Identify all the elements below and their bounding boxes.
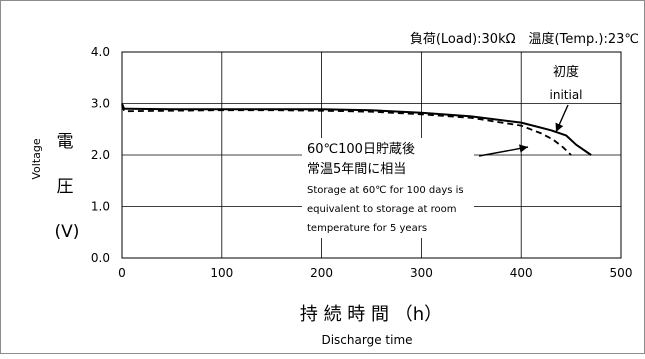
x-axis-label-jp: 持 続 時 間 （h） <box>300 304 442 325</box>
test-conditions: 負荷(Load):30kΩ 温度(Temp.):23℃ <box>410 31 639 47</box>
x-tick-label: 400 <box>510 266 533 280</box>
x-axis-label-en: Discharge time <box>321 333 412 347</box>
y-tick-label: 2.0 <box>91 148 110 162</box>
annotation-storage-jp-1: 60℃100日貯蔵後 <box>307 142 415 157</box>
y-axis-label-en: Voltage <box>30 138 43 179</box>
y-axis-label-jp-1: 電 <box>57 132 74 152</box>
y-tick-label: 1.0 <box>91 200 110 214</box>
annotation-initial: 初度 initial <box>544 64 588 133</box>
y-tick-label: 3.0 <box>91 97 110 111</box>
annotation-storage-en-3: temperature for 5 years <box>307 223 427 234</box>
y-tick-label: 0.0 <box>91 251 110 265</box>
annotation-storage-jp-2: 常温5年間に相当 <box>307 162 406 177</box>
y-axis-unit: (V) <box>55 222 80 242</box>
series-line-dashed <box>121 104 572 156</box>
x-tick-label: 100 <box>210 266 233 280</box>
annotation-initial-arrow <box>555 104 569 133</box>
x-tick-label: 0 <box>118 266 126 280</box>
annotation-storage-en-2: equivalent to storage at room <box>307 204 457 215</box>
y-axis-label-jp-2: 圧 <box>57 177 74 197</box>
x-tick-label: 200 <box>310 266 333 280</box>
x-tick-label: 300 <box>410 266 433 280</box>
x-tick-label: 500 <box>610 266 633 280</box>
annotation-storage-en-1: Storage at 60℃ for 100 days is <box>307 185 464 196</box>
series-line-solid <box>121 103 592 156</box>
series-group <box>121 103 592 156</box>
annotation-storage: 60℃100日貯蔵後 常温5年間に相当 Storage at 60℃ for 1… <box>302 138 529 238</box>
y-tick-label: 4.0 <box>91 45 110 59</box>
plot-area <box>121 51 622 259</box>
annotation-initial-jp: 初度 <box>553 64 579 80</box>
tick-labels: 0 100 200 300 400 500 0.0 1.0 2.0 3.0 4.0 <box>91 45 633 280</box>
annotation-storage-arrow <box>478 144 529 157</box>
annotation-initial-en: initial <box>550 88 583 102</box>
